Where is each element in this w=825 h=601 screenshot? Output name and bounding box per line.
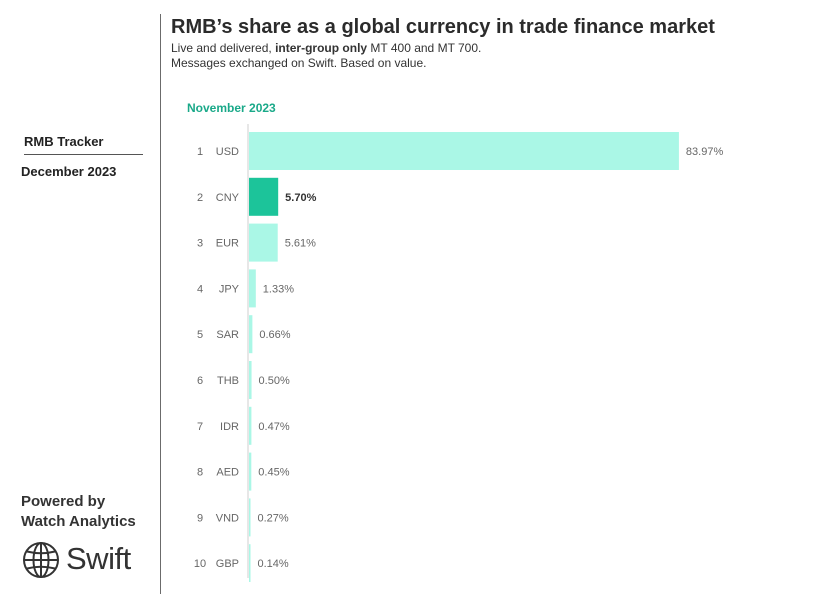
category-label: IDR	[220, 421, 239, 433]
category-label: EUR	[216, 238, 239, 250]
globe-icon	[23, 542, 59, 578]
category-label: USD	[216, 146, 239, 158]
value-label: 1.33%	[263, 283, 294, 295]
bar-gbp	[249, 544, 251, 582]
category-label: CNY	[216, 192, 240, 204]
category-label: THB	[217, 375, 239, 387]
value-label: 0.66%	[259, 329, 290, 341]
subtitle-line-2: Messages exchanged on Swift. Based on va…	[171, 56, 427, 70]
bar-usd	[249, 132, 679, 170]
category-label: VND	[216, 512, 239, 524]
rank-label: 3	[197, 238, 203, 250]
chart-title: RMB’s share as a global currency in trad…	[171, 16, 715, 38]
rank-label: 6	[197, 375, 203, 387]
bar-eur	[249, 223, 278, 262]
subtitle-line-1: Live and delivered, inter-group only MT …	[171, 41, 481, 56]
category-label: JPY	[219, 283, 240, 295]
powered-by-text: Powered by Watch Analytics	[21, 492, 136, 532]
value-label: 0.14%	[258, 558, 289, 570]
category-label: AED	[216, 467, 239, 479]
bar-chart: 1 USD 83.97% 2 CNY 5.70% 3 EUR 5.61% 4 JPY 1.33% 5 SA…	[194, 124, 724, 582]
bar-thb	[249, 361, 252, 399]
rank-label: 9	[197, 512, 203, 524]
value-label: 0.47%	[258, 421, 289, 433]
rank-label: 7	[197, 421, 203, 433]
bar-sar	[249, 315, 253, 354]
subtitle-prefix: Live and delivered,	[171, 41, 276, 55]
vertical-divider	[160, 14, 161, 594]
watch-analytics-line: Watch Analytics	[21, 513, 136, 530]
value-label: 0.27%	[258, 512, 289, 524]
rank-label: 5	[197, 329, 203, 341]
value-label: 0.50%	[259, 375, 290, 387]
bar-vnd	[249, 498, 251, 537]
bar-cny	[249, 177, 279, 216]
category-label: SAR	[216, 329, 239, 341]
rank-label: 10	[194, 558, 206, 570]
value-label: 83.97%	[686, 146, 724, 158]
value-label: 5.70%	[285, 192, 316, 204]
chart-subtitle: Live and delivered, inter-group only MT …	[171, 41, 481, 71]
period-label: November 2023	[187, 101, 276, 115]
subtitle-bold: inter-group only	[275, 41, 368, 55]
tracker-date: December 2023	[21, 164, 117, 179]
value-label: 5.61%	[285, 238, 316, 250]
rank-label: 2	[197, 192, 203, 204]
rank-label: 1	[197, 146, 203, 158]
rank-label: 8	[197, 467, 203, 479]
category-label: GBP	[216, 558, 239, 570]
powered-by-line: Powered by	[21, 493, 106, 510]
subtitle-suffix: MT 400 and MT 700.	[367, 41, 482, 55]
bar-jpy	[249, 269, 256, 308]
value-label: 0.45%	[258, 467, 289, 479]
tracker-title: RMB Tracker	[24, 134, 143, 155]
sidebar: RMB Tracker December 2023 Powered by Wat…	[0, 0, 160, 601]
bar-aed	[249, 452, 252, 491]
swift-logo: Swift	[22, 541, 142, 579]
swift-wordmark: Swift	[66, 541, 131, 576]
rank-label: 4	[197, 283, 203, 295]
bar-idr	[249, 406, 252, 445]
